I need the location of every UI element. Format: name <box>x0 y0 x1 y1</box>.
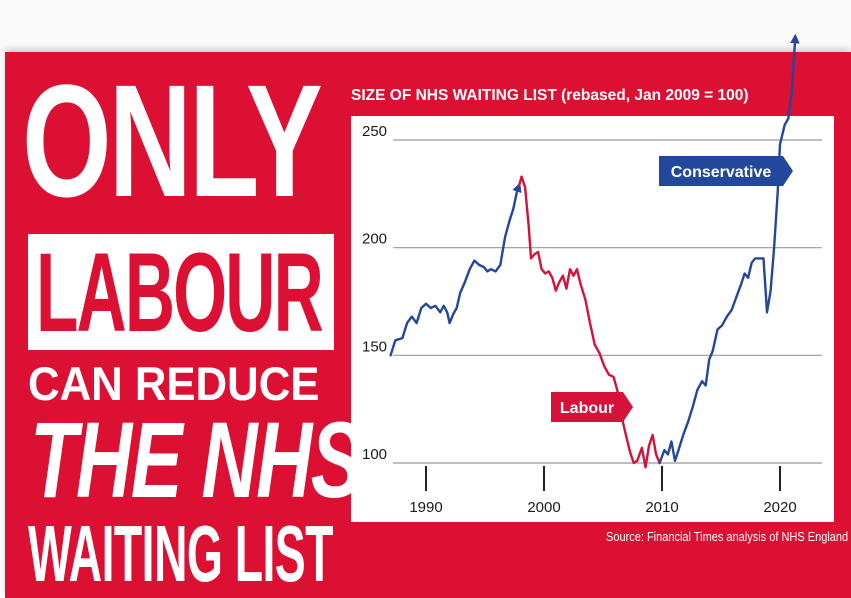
y-tick-label: 100 <box>362 446 387 463</box>
top-strip <box>0 0 851 52</box>
x-tick-label: 2000 <box>527 499 560 516</box>
chart-title: SIZE OF NHS WAITING LIST (rebased, Jan 2… <box>351 87 749 104</box>
series-line-conservative-1 <box>389 182 522 357</box>
y-tick-label: 150 <box>362 338 387 355</box>
source-note: Source: Financial Times analysis of NHS … <box>606 530 849 544</box>
x-tick-label: 2020 <box>763 499 796 516</box>
series-line-conservative-3 <box>658 33 800 465</box>
conservative-tag-label: Conservative <box>671 164 772 181</box>
labour-tag-label: Labour <box>560 400 614 417</box>
conservative-tag <box>659 156 793 186</box>
y-tick-label: 200 <box>362 231 387 248</box>
headline-labour-box <box>28 234 334 350</box>
headline-can-reduce: CAN REDUCE <box>28 357 320 410</box>
x-tick-label: 1990 <box>409 499 442 516</box>
y-tick-label: 250 <box>362 123 387 140</box>
headline-labour: LABOUR <box>36 230 324 355</box>
x-tick-label: 2010 <box>645 499 678 516</box>
headline-waiting-list: WAITING LIST <box>28 509 334 598</box>
series-line-labour-2 <box>518 175 661 469</box>
labour-tag <box>551 392 633 422</box>
headline-the-nhs: THE NHS <box>30 399 363 520</box>
